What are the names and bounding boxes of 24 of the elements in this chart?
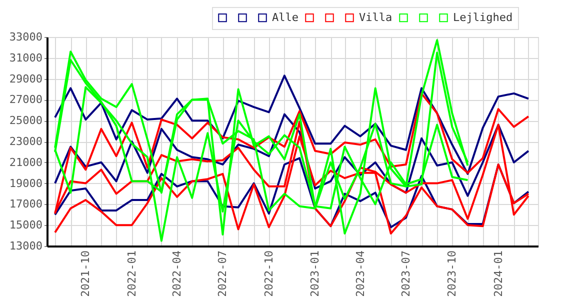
y-tick-label: 31000 — [9, 51, 42, 64]
x-tick-label: 2022-07 — [216, 250, 230, 297]
legend-label: Alle — [272, 10, 298, 24]
y-tick-label: 19000 — [9, 176, 42, 190]
x-tick-label: 2023-01 — [308, 250, 322, 297]
legend-label: Lejlighed — [453, 10, 513, 24]
y-tick-label: 29000 — [9, 72, 42, 86]
x-tick-label: 2022-10 — [262, 250, 276, 297]
x-tick-label: 2021-10 — [79, 250, 92, 297]
y-tick-label: 27000 — [9, 93, 42, 106]
y-tick-label: 13000 — [9, 240, 42, 252]
x-tick-label: 2023-10 — [446, 250, 459, 297]
legend-label: Villa — [359, 10, 392, 24]
x-tick-label: 2023-04 — [354, 250, 367, 297]
x-tick-label: 2022-01 — [125, 250, 138, 297]
y-tick-label: 33000 — [9, 30, 42, 44]
y-tick-label: 25000 — [9, 114, 42, 128]
y-tick-label: 15000 — [9, 218, 42, 232]
y-tick-label: 21000 — [9, 156, 42, 169]
x-tick-label: 2022-04 — [170, 250, 184, 297]
y-tick-label: 23000 — [9, 135, 42, 148]
x-tick-label: 2024-01 — [492, 250, 505, 297]
y-tick-label: 17000 — [9, 198, 42, 211]
x-tick-label: 2023-07 — [399, 250, 412, 297]
